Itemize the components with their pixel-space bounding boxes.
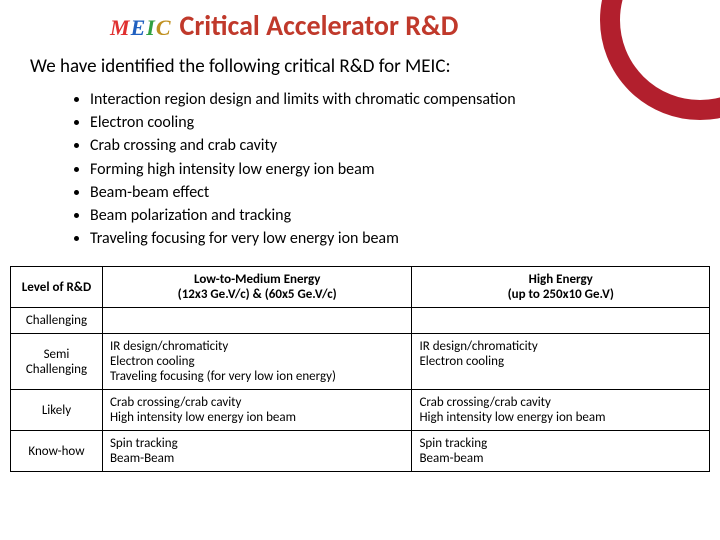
list-item: Crab crossing and crab cavity xyxy=(90,134,720,157)
intro-text: We have identified the following critica… xyxy=(0,43,720,84)
list-item: Forming high intensity low energy ion be… xyxy=(90,158,720,181)
col-header-low-line2: (12x3 Ge.V/c) & (60x5 Ge.V/c) xyxy=(110,287,405,302)
row-level: Know-how xyxy=(11,431,103,472)
row-level: Likely xyxy=(11,390,103,431)
list-item: Beam polarization and tracking xyxy=(90,204,720,227)
row-level: Challenging xyxy=(11,308,103,334)
list-item: Beam-beam effect xyxy=(90,181,720,204)
row-level: Semi Challenging xyxy=(11,334,103,390)
col-header-high: High Energy (up to 250x10 Ge.V) xyxy=(412,267,710,308)
cell-high: Crab crossing/crab cavityHigh intensity … xyxy=(412,390,710,431)
logo-letter-c: C xyxy=(156,15,172,40)
logo-letter-m: M xyxy=(110,15,131,40)
cell-high xyxy=(412,308,710,334)
header: MEIC Critical Accelerator R&D xyxy=(0,0,720,43)
meic-logo: MEIC xyxy=(110,15,172,41)
col-header-high-line2: (up to 250x10 Ge.V) xyxy=(419,287,702,302)
cell-low: Crab crossing/crab cavityHigh intensity … xyxy=(102,390,412,431)
table-row: Semi Challenging IR design/chromaticityE… xyxy=(11,334,710,390)
cell-high: Spin trackingBeam-beam xyxy=(412,431,710,472)
list-item: Electron cooling xyxy=(90,111,720,134)
bullet-list: Interaction region design and limits wit… xyxy=(0,84,720,266)
list-item: Interaction region design and limits wit… xyxy=(90,88,720,111)
list-item: Traveling focusing for very low energy i… xyxy=(90,227,720,250)
table-header-row: Level of R&D Low-to-Medium Energy (12x3 … xyxy=(11,267,710,308)
col-header-low-line1: Low-to-Medium Energy xyxy=(110,272,405,287)
page-title: Critical Accelerator R&D xyxy=(180,8,459,43)
col-header-high-line1: High Energy xyxy=(419,272,702,287)
rd-table: Level of R&D Low-to-Medium Energy (12x3 … xyxy=(10,266,710,472)
col-header-low: Low-to-Medium Energy (12x3 Ge.V/c) & (60… xyxy=(102,267,412,308)
table-row: Know-how Spin trackingBeam-Beam Spin tra… xyxy=(11,431,710,472)
table-row: Challenging xyxy=(11,308,710,334)
logo-letter-i: I xyxy=(146,15,156,40)
cell-high: IR design/chromaticityElectron cooling xyxy=(412,334,710,390)
col-header-level: Level of R&D xyxy=(11,267,103,308)
cell-low: IR design/chromaticityElectron coolingTr… xyxy=(102,334,412,390)
cell-low xyxy=(102,308,412,334)
cell-low: Spin trackingBeam-Beam xyxy=(102,431,412,472)
logo-letter-e: E xyxy=(131,15,147,40)
table-row: Likely Crab crossing/crab cavityHigh int… xyxy=(11,390,710,431)
